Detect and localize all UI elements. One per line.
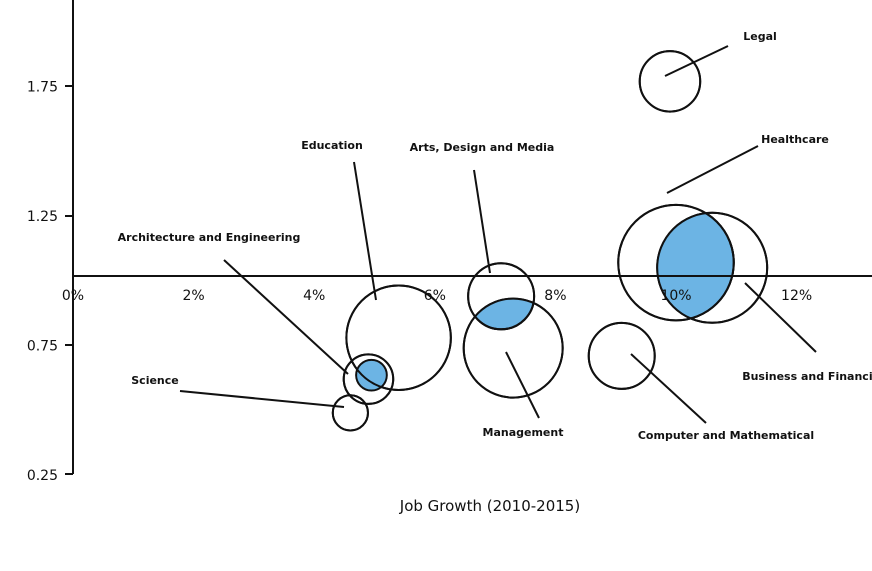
category-label: Education [301, 139, 363, 152]
bubble-outline [656, 211, 769, 324]
leader-line [664, 45, 729, 77]
leader-line [505, 351, 540, 419]
leader-line [179, 390, 345, 408]
bubble-outline [638, 50, 702, 113]
x-tick-label: 8% [544, 288, 566, 304]
category-label: Architecture and Engineering [118, 231, 301, 244]
y-tick-label: 0.25 [27, 468, 58, 484]
x-tick-label: 2% [182, 288, 204, 304]
y-tick-label: 0.75 [27, 339, 58, 355]
leader-line [630, 353, 707, 424]
category-labels-layer: Legal Healthcare Business and Financial Edu… [118, 30, 872, 442]
x-tick-label: 10% [660, 288, 691, 304]
leader-line [473, 169, 491, 274]
y-tick-label: 1.25 [27, 209, 58, 225]
category-label: Arts, Design and Media [410, 141, 555, 154]
category-label: Healthcare [761, 133, 829, 146]
x-axis-title: Job Growth (2010-2015) [399, 497, 580, 515]
leader-line [353, 161, 377, 301]
axes-layer [65, 0, 872, 475]
leader-line [744, 282, 817, 353]
bubble-outline [467, 262, 536, 331]
leader-line [223, 259, 349, 375]
category-label: Legal [743, 30, 777, 43]
x-tick-label: 4% [303, 288, 325, 304]
category-label: Computer and Mathematical [638, 429, 814, 442]
bubble-outline [462, 297, 564, 399]
bubble-highlight [355, 358, 388, 392]
bubble-outline [345, 284, 452, 391]
category-label: Management [483, 426, 564, 439]
y-tick-label: 1.75 [27, 80, 58, 96]
category-label: Business and Financial [742, 370, 872, 383]
bubble-outline [342, 353, 395, 405]
bubble-outline [331, 394, 369, 432]
category-label: Science [131, 374, 179, 387]
bubbles-layer [331, 50, 769, 432]
tick-labels-layer: 0% 2% 4% 6% 8% 10% 12% 0.25 0.75 1.25 1.75 [27, 80, 812, 485]
bubble-outline [617, 203, 735, 322]
leader-line [666, 145, 759, 194]
leader-lines-layer [179, 45, 817, 424]
x-tick-label: 12% [781, 288, 812, 304]
x-tick-label: 0% [62, 288, 84, 304]
bubble-outline [587, 321, 656, 390]
x-tick-label: 6% [424, 288, 446, 304]
